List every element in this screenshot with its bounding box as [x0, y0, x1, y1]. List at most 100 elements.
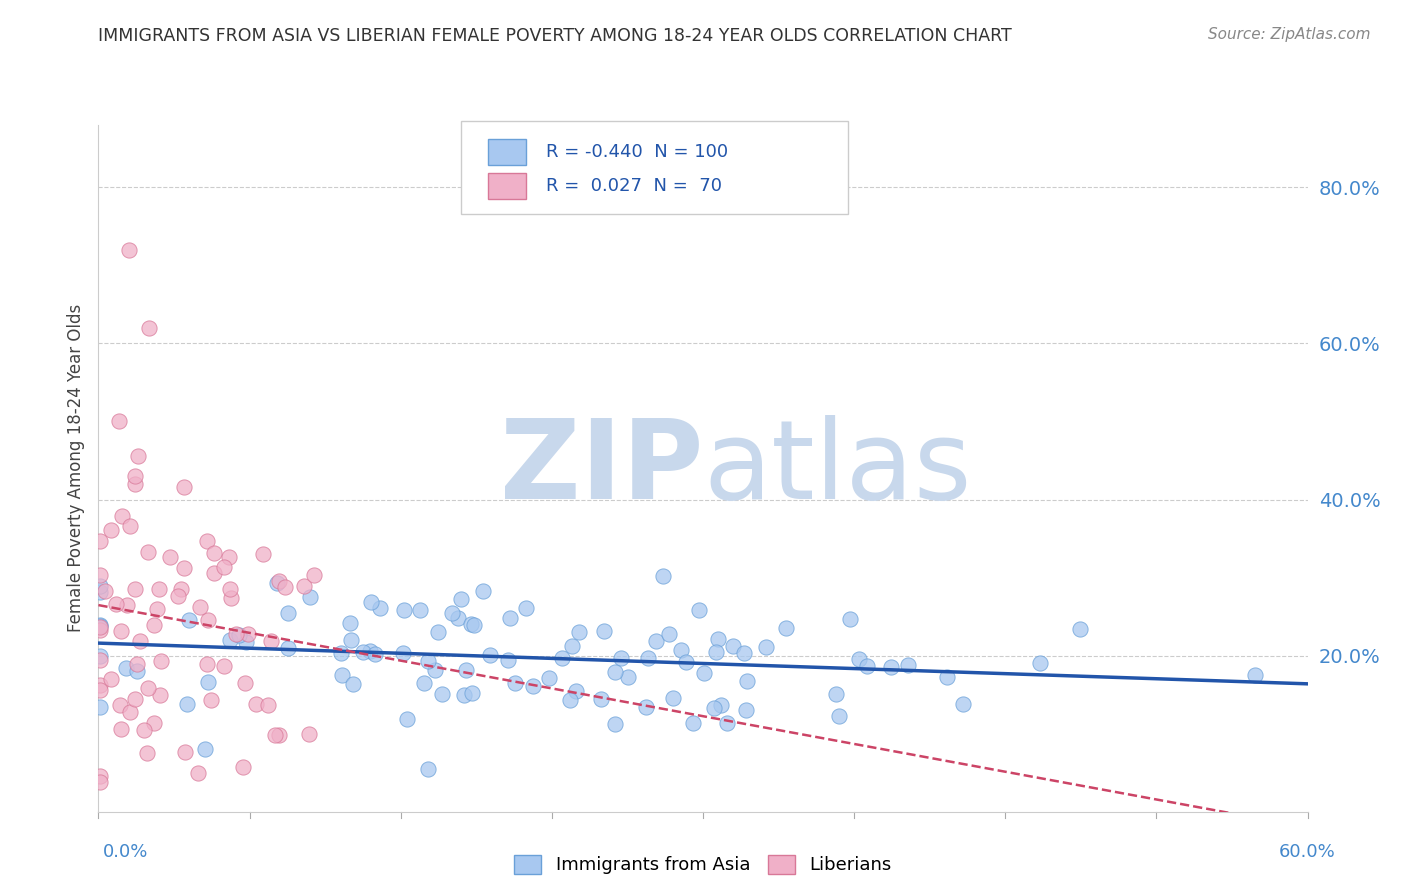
Point	[114, 661, 136, 675]
Point	[561, 639, 583, 653]
FancyBboxPatch shape	[488, 138, 526, 165]
Point	[138, 320, 160, 334]
Point	[218, 549, 240, 564]
Point	[503, 676, 526, 690]
Point	[637, 651, 659, 665]
Point	[129, 634, 152, 648]
Text: IMMIGRANTS FROM ASIA VS LIBERIAN FEMALE POVERTY AMONG 18-24 YEAR OLDS CORRELATIO: IMMIGRANTS FROM ASIA VS LIBERIAN FEMALE …	[98, 27, 1012, 45]
Point	[252, 547, 274, 561]
Point	[111, 509, 134, 524]
Point	[370, 601, 392, 615]
Point	[232, 760, 254, 774]
Point	[460, 617, 482, 632]
Point	[118, 243, 141, 257]
Point	[219, 591, 242, 605]
Point	[267, 728, 290, 742]
Point	[218, 632, 240, 647]
Point	[593, 624, 616, 638]
Point	[669, 643, 692, 657]
Point	[342, 677, 364, 691]
Point	[169, 582, 191, 596]
Point	[266, 575, 288, 590]
Point	[120, 519, 142, 533]
Point	[257, 698, 280, 712]
Point	[360, 594, 382, 608]
Point	[693, 665, 716, 680]
Point	[110, 722, 132, 736]
Text: atlas: atlas	[703, 415, 972, 522]
Point	[218, 582, 240, 596]
Point	[89, 769, 111, 783]
Point	[447, 611, 470, 625]
Point	[551, 651, 574, 665]
Point	[879, 660, 901, 674]
Point	[228, 628, 250, 642]
Text: R =  0.027  N =  70: R = 0.027 N = 70	[546, 177, 721, 195]
Point	[233, 675, 256, 690]
Point	[426, 625, 449, 640]
Y-axis label: Female Poverty Among 18-24 Year Olds: Female Poverty Among 18-24 Year Olds	[66, 304, 84, 632]
Point	[89, 579, 111, 593]
Point	[652, 569, 675, 583]
Point	[274, 580, 297, 594]
Point	[454, 663, 477, 677]
Point	[707, 632, 730, 646]
Point	[277, 606, 299, 620]
Point	[202, 566, 225, 581]
Point	[330, 668, 353, 682]
Point	[755, 640, 778, 655]
Point	[716, 715, 738, 730]
Point	[107, 414, 129, 428]
Point	[89, 700, 111, 714]
Point	[409, 603, 432, 617]
Point	[828, 708, 851, 723]
Point	[395, 712, 418, 726]
Point	[610, 651, 633, 665]
Point	[89, 653, 111, 667]
FancyBboxPatch shape	[461, 121, 848, 214]
Point	[330, 646, 353, 660]
Legend: Immigrants from Asia, Liberians: Immigrants from Asia, Liberians	[506, 848, 900, 881]
Point	[235, 635, 257, 649]
Point	[134, 723, 156, 738]
Point	[952, 698, 974, 712]
Point	[298, 590, 321, 604]
Point	[688, 603, 710, 617]
Point	[124, 469, 146, 483]
FancyBboxPatch shape	[488, 173, 526, 199]
Point	[538, 671, 561, 685]
Point	[173, 480, 195, 494]
Point	[658, 627, 681, 641]
Point	[848, 652, 870, 666]
Point	[450, 591, 472, 606]
Point	[100, 672, 122, 686]
Point	[136, 545, 159, 559]
Point	[392, 646, 415, 660]
Point	[176, 698, 198, 712]
Point	[292, 579, 315, 593]
Point	[589, 691, 612, 706]
Point	[197, 613, 219, 627]
Point	[173, 560, 195, 574]
Point	[110, 624, 132, 639]
Point	[167, 590, 190, 604]
Point	[568, 624, 591, 639]
Point	[245, 697, 267, 711]
Point	[142, 715, 165, 730]
Point	[150, 654, 173, 668]
Point	[89, 774, 111, 789]
Point	[413, 676, 436, 690]
Point	[89, 623, 111, 637]
Point	[364, 647, 387, 661]
Point	[124, 477, 146, 491]
Point	[125, 657, 148, 671]
Point	[935, 670, 957, 684]
Point	[94, 584, 117, 599]
Point	[463, 618, 485, 632]
Point	[100, 524, 122, 538]
Point	[214, 560, 236, 574]
Point	[124, 692, 146, 706]
Point	[897, 658, 920, 673]
Point	[89, 619, 111, 633]
Point	[416, 762, 439, 776]
